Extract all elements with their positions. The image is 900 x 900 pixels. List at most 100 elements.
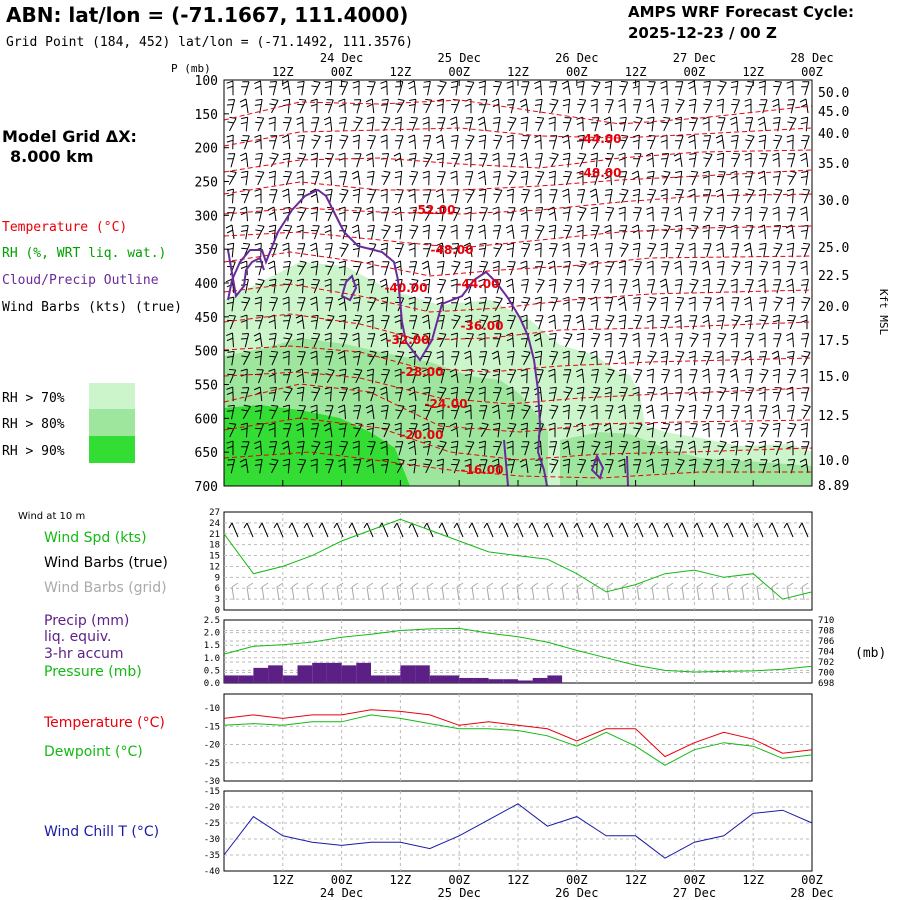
wind-barb-shaft [646,260,654,276]
wind-barb-shaft [562,350,570,366]
wind-barb [562,315,572,330]
wind-barb-shaft [548,224,557,240]
wind-barb [619,225,628,240]
wind-barb [253,332,263,348]
wind-barb-shaft [325,314,335,330]
wind-barb [576,332,585,348]
wind-barb [241,242,251,258]
wind-barb-shaft [367,135,376,150]
wind-barb-shaft [773,81,782,96]
wind-barb-shaft [786,134,794,150]
wind-barb [282,315,292,330]
wind-barb [423,458,433,474]
wind-barb [632,440,640,456]
wind-barb [324,170,333,186]
wind-barb-shaft [352,386,360,402]
wind-barb-shaft [548,314,557,330]
wind-barb [437,332,447,348]
wind-barb-shaft [675,81,684,96]
wind-barb-shaft [436,350,444,366]
wind-barb-shaft [702,116,710,132]
wind-barb [451,314,461,329]
wind-barb [338,116,347,132]
top-hour-label: 00Z [331,65,353,79]
wind-barb-shaft [281,134,291,150]
wind-barb-shaft [745,225,754,240]
wind-barb-shaft [745,333,754,348]
wind-barb-shaft [660,404,669,420]
wind-barb [254,296,262,312]
wind-barb [380,98,389,114]
wind-barb [771,350,781,366]
wind-barb-true [333,522,344,538]
wind-barb-shaft [437,386,447,402]
wind-barb [255,116,265,132]
wind-barb [703,351,712,366]
wind-barb-true [693,522,704,538]
wind-barb-shaft [407,80,417,96]
kft-label: 8.89 [818,479,849,494]
wind-barb [675,98,685,113]
wind-barb [758,134,767,150]
wind-barb [759,260,769,276]
wind-barb-shaft [451,99,460,114]
wind-barb-shaft [506,350,515,366]
wind-barb-shaft [450,224,458,240]
wind-barb [269,350,279,366]
wind-barb [464,314,473,330]
wind-barb-true [798,522,809,538]
wind-barb [801,189,810,204]
wind-barb-shaft [353,314,363,330]
temperature-contour-label: -48.00 [579,166,622,180]
wind-speed-line [223,518,813,600]
wind-barb [409,224,419,240]
temperature-contour [224,345,812,373]
wind-barb-shaft [239,152,249,168]
wind-barb [296,116,304,132]
wind-barb-shaft [408,242,416,258]
wind-barb [661,315,670,330]
wind-barb-shaft [268,422,276,438]
temperature-contour [224,251,812,277]
wind-barb [520,260,528,276]
wind-barb [281,134,291,150]
wind-barb [702,80,711,96]
wind-barb-shaft [605,351,614,366]
wind-barb-shaft [521,387,530,402]
temperature-contour [224,451,812,479]
wind-barb [688,152,697,168]
wind-barb [547,206,557,222]
kft-label: 15.0 [818,370,849,385]
wind-barb-shaft [563,117,572,132]
wind-barb-shaft [367,350,377,365]
wind-barb [395,441,404,456]
wind-barb-shaft [675,404,685,420]
wind-barb-shaft [758,386,766,402]
wind-barb [689,423,698,438]
wind-barb [577,351,586,366]
wind-barb-shaft [437,171,446,186]
wind-barb [408,134,417,150]
wind-barb [534,242,542,258]
wind-barb-shaft [436,404,444,420]
y-tick-label: -30 [204,777,220,787]
wind-barb [366,170,375,186]
wind-barb-shaft [226,386,234,402]
wind-barb-shaft [758,80,766,96]
wind-barb-shaft [394,224,403,240]
wind-barb-shaft [716,206,725,222]
wind-barb-shaft [799,98,809,114]
temperature-contour [224,169,812,195]
top-date-label: 25 Dec [438,51,481,65]
wind-barb-shaft [549,135,558,150]
wind-barb-shaft [520,422,528,438]
wind-barb-true [303,522,314,538]
wind-barb-shaft [310,458,318,474]
wind-barb [646,152,655,168]
wind-barb-shaft [395,458,405,473]
wind-barb [688,350,696,366]
bottom-date-label: 27 Dec [673,886,716,900]
wind-barb-shaft [549,404,559,420]
precip-bar [326,662,342,683]
wind-barb [687,440,697,456]
